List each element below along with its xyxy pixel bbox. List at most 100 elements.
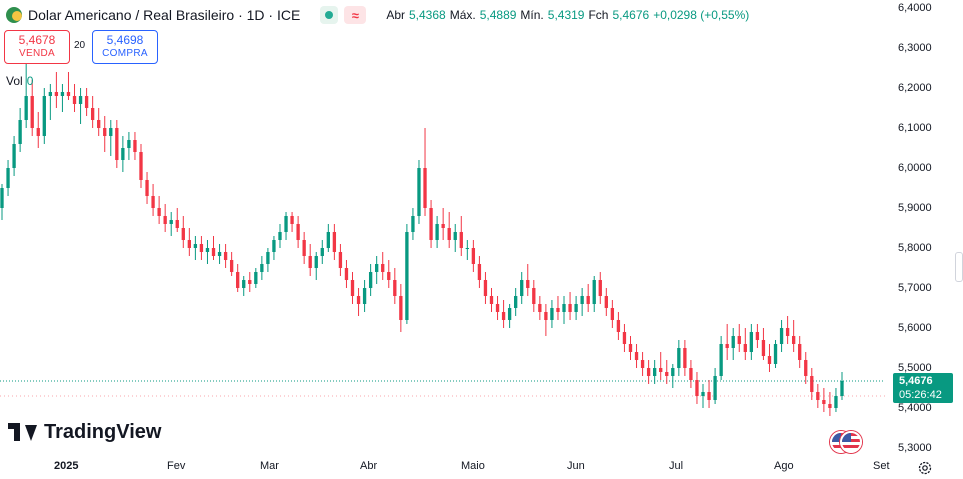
candle-body (54, 92, 59, 96)
candle-body (24, 96, 28, 120)
buy-price: 5,4698 (106, 33, 144, 47)
candle-body (284, 216, 288, 232)
candle-body (810, 376, 814, 392)
price-tick: 6,2000 (898, 82, 932, 94)
volume-label: Vol (6, 74, 23, 88)
candle-body (387, 272, 391, 280)
candle-body (332, 232, 337, 252)
candle-body (393, 280, 397, 296)
candle-body (411, 216, 415, 232)
ohlc-readout: Abr 5,4368 Máx. 5,4889 Mín. 5,4319 Fch 5,467… (386, 8, 749, 22)
ohlc-close-key: Fch (588, 8, 609, 22)
candle-body (459, 232, 463, 248)
candle-body (278, 232, 282, 240)
time-tick: Abr (360, 460, 378, 472)
price-tick: 6,1000 (898, 122, 932, 134)
candle-body (646, 368, 651, 376)
candle-body (719, 344, 723, 376)
candle-body (175, 220, 179, 228)
buy-label: COMPRA (102, 48, 148, 59)
candle-body (145, 180, 149, 196)
candle-body (761, 340, 766, 356)
last-price-tag: 5,4676 05:26:42 (893, 373, 953, 403)
candle-body (634, 352, 639, 360)
candle-body (532, 288, 536, 304)
candle-body (773, 344, 778, 364)
price-tick: 6,0000 (898, 162, 932, 174)
candle-body (121, 148, 125, 160)
candle-body (429, 208, 433, 240)
symbol-title[interactable]: Dolar Americano / Real Brasileiro · 1D ·… (28, 7, 301, 23)
candle-body (187, 240, 191, 248)
candle-body (205, 248, 210, 252)
candle-body (217, 252, 222, 256)
brand-name: TradingView (44, 421, 162, 443)
price-tick: 6,4000 (898, 2, 932, 14)
sell-price: 5,4678 (18, 33, 56, 47)
candle-body (308, 256, 312, 268)
candle-body (804, 360, 808, 376)
candle-body (48, 92, 53, 96)
time-tick: Ago (774, 460, 794, 472)
candle-body (115, 128, 119, 160)
candle-body (169, 220, 173, 224)
sell-button[interactable]: 5,4678 VENDA (4, 30, 70, 64)
candle-body (435, 224, 439, 240)
candle-body (514, 296, 518, 308)
candlestick-chart[interactable] (0, 0, 885, 456)
candle-body (30, 96, 34, 128)
candle-body (42, 96, 46, 136)
candle-body (90, 108, 95, 120)
spread-value: 20 (74, 40, 86, 51)
market-status-icon[interactable] (320, 6, 339, 24)
candle-body (229, 260, 234, 272)
candle-body (356, 296, 361, 304)
candle-body (526, 280, 530, 288)
candle-body (199, 244, 204, 252)
sell-label: VENDA (19, 48, 55, 59)
candle-body (6, 168, 10, 188)
gear-icon[interactable] (917, 460, 933, 476)
candle-body (78, 96, 83, 104)
currency-pair-icon (6, 7, 22, 23)
candle-body (381, 264, 385, 272)
candle-body (592, 280, 596, 304)
candle-body (755, 332, 760, 340)
candle-body (368, 272, 373, 288)
candle-body (598, 280, 602, 296)
candle-body (344, 268, 349, 280)
candle-body (72, 96, 77, 104)
candle-body (320, 248, 324, 256)
candle-body (483, 280, 488, 296)
candle-body (562, 304, 566, 312)
volume-indicator[interactable]: Vol 0 (6, 74, 33, 88)
candle-body (296, 224, 300, 240)
price-scale-handle[interactable] (955, 252, 963, 282)
candle-body (640, 360, 645, 368)
candle-body (689, 368, 693, 380)
candle-body (133, 140, 137, 152)
candle-body (0, 188, 4, 208)
candle-body (465, 248, 469, 249)
tradingview-logo[interactable]: TradingView (8, 421, 161, 444)
candle-body (423, 168, 427, 208)
buy-button[interactable]: 5,4698 COMPRA (92, 30, 158, 64)
ohlc-low-value: 5,4319 (547, 8, 585, 22)
candle-body (834, 396, 838, 408)
candle-body (695, 380, 699, 396)
us-brazil-flag-icon[interactable] (830, 431, 870, 453)
wave-icon[interactable]: ≈ (344, 6, 367, 24)
candle-body (157, 208, 161, 216)
candle-body (489, 296, 494, 304)
candle-body (616, 320, 621, 332)
last-price-value: 5,4676 (899, 375, 933, 387)
candle-body (477, 264, 482, 280)
candle-body (272, 240, 276, 252)
candle-body (453, 232, 457, 240)
candle-body (242, 280, 246, 288)
bar-countdown: 05:26:42 (899, 389, 942, 401)
candle-body (791, 336, 796, 344)
price-tick: 5,5000 (898, 362, 932, 374)
candle-body (749, 332, 754, 352)
candle-body (103, 128, 107, 136)
